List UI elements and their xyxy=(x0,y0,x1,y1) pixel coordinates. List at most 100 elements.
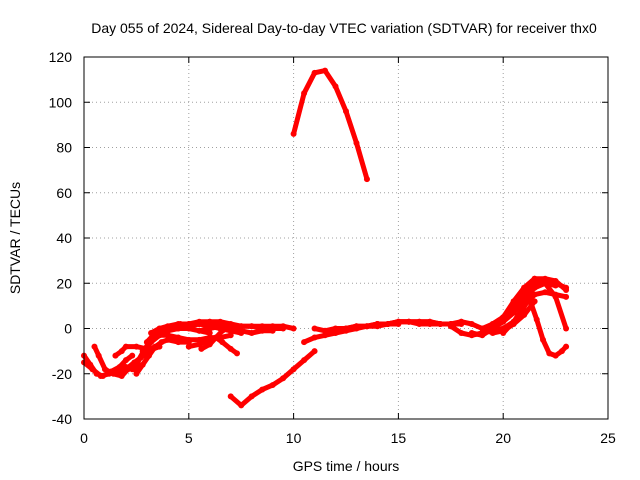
data-point xyxy=(500,314,507,321)
data-point xyxy=(290,366,297,373)
grid-layer xyxy=(84,57,608,419)
data-point xyxy=(185,343,192,350)
series-layer xyxy=(81,67,570,409)
data-point xyxy=(185,323,192,330)
data-point xyxy=(395,318,402,325)
data-point xyxy=(363,323,370,330)
data-point xyxy=(510,318,517,325)
data-point xyxy=(269,327,276,334)
data-point xyxy=(227,320,234,327)
data-point xyxy=(118,348,125,355)
data-point xyxy=(198,345,205,352)
x-tick-label: 25 xyxy=(600,430,616,446)
data-point xyxy=(563,325,570,332)
data-point xyxy=(546,350,553,357)
y-tick-label: 80 xyxy=(56,140,72,156)
data-point xyxy=(416,318,423,325)
data-point xyxy=(196,341,203,348)
data-point xyxy=(311,348,318,355)
data-point xyxy=(217,318,224,325)
x-axis-label: GPS time / hours xyxy=(293,458,400,474)
data-point xyxy=(238,323,245,330)
x-tick-label: 15 xyxy=(391,430,407,446)
data-point xyxy=(133,370,140,377)
data-point xyxy=(97,373,104,380)
data-point xyxy=(437,320,444,327)
data-point xyxy=(112,352,119,359)
data-point xyxy=(259,327,266,334)
data-point xyxy=(248,330,255,337)
data-point xyxy=(479,332,486,339)
data-point xyxy=(563,293,570,300)
data-point xyxy=(447,323,454,330)
data-point xyxy=(563,287,570,294)
data-point xyxy=(322,327,329,334)
data-point xyxy=(542,280,549,287)
data-point xyxy=(206,325,213,332)
data-point xyxy=(89,366,96,373)
data-point xyxy=(175,325,182,332)
data-point xyxy=(405,318,412,325)
data-point xyxy=(91,343,98,350)
data-point xyxy=(196,320,203,327)
data-point xyxy=(290,130,297,137)
data-point xyxy=(158,339,165,346)
data-point xyxy=(563,343,570,350)
data-point xyxy=(353,139,360,146)
data-point xyxy=(129,352,136,359)
data-point xyxy=(500,330,507,337)
data-point xyxy=(468,330,475,337)
data-point xyxy=(223,320,230,327)
data-point xyxy=(122,357,129,364)
data-point xyxy=(248,393,255,400)
data-point xyxy=(259,386,266,393)
data-point xyxy=(521,284,528,291)
data-point xyxy=(145,352,152,359)
data-point xyxy=(196,327,203,334)
data-point xyxy=(290,325,297,332)
data-point xyxy=(110,370,117,377)
data-point xyxy=(332,325,339,332)
data-point xyxy=(458,318,465,325)
data-point xyxy=(206,318,213,325)
data-point xyxy=(139,348,146,355)
data-point xyxy=(133,343,140,350)
data-point xyxy=(353,323,360,330)
y-tick-label: 40 xyxy=(56,230,72,246)
data-point xyxy=(114,370,121,377)
data-point xyxy=(185,336,192,343)
x-tick-label: 0 xyxy=(80,430,88,446)
data-point xyxy=(156,325,163,332)
y-tick-label: 20 xyxy=(56,275,72,291)
y-tick-label: -20 xyxy=(52,366,72,382)
data-point xyxy=(129,366,136,373)
x-tick-label: 5 xyxy=(185,430,193,446)
data-point xyxy=(332,83,339,90)
y-tick-label: -40 xyxy=(52,411,72,427)
data-point xyxy=(175,320,182,327)
data-point xyxy=(238,327,245,334)
data-point xyxy=(533,316,540,323)
chart-title: Day 055 of 2024, Sidereal Day-to-day VTE… xyxy=(91,20,597,36)
data-point xyxy=(175,334,182,341)
data-point xyxy=(552,293,559,300)
data-point xyxy=(248,323,255,330)
data-point xyxy=(164,336,171,343)
data-point xyxy=(384,320,391,327)
data-point xyxy=(227,325,234,332)
data-point xyxy=(175,339,182,346)
data-point xyxy=(280,375,287,382)
x-tick-label: 20 xyxy=(495,430,511,446)
data-point xyxy=(143,339,150,346)
x-tick-label: 10 xyxy=(286,430,302,446)
data-point xyxy=(374,320,381,327)
data-point xyxy=(521,302,528,309)
data-point xyxy=(521,289,528,296)
data-point xyxy=(219,327,226,334)
y-tick-label: 60 xyxy=(56,185,72,201)
data-point xyxy=(148,330,155,337)
data-point xyxy=(558,348,565,355)
data-point xyxy=(139,361,146,368)
data-point xyxy=(95,352,102,359)
